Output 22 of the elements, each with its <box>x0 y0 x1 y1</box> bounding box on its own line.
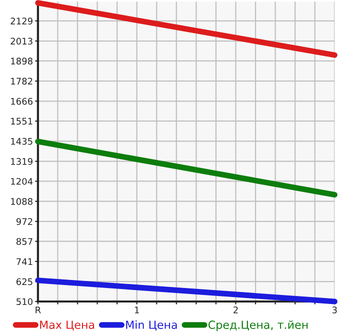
x-tick-label: R <box>36 306 41 314</box>
y-tick-label: 1551 <box>11 118 32 125</box>
legend-label: Max Цена <box>40 320 94 331</box>
y-tick-label: 510 <box>16 298 32 306</box>
y-tick-label: 2013 <box>10 38 32 45</box>
y-tick-label: 1666 <box>11 98 33 105</box>
x-tick-label: 2 <box>234 306 238 314</box>
x-tick-label: 1 <box>134 306 139 314</box>
y-tick-label: 1204 <box>11 178 33 185</box>
y-tick-label: 1435 <box>11 138 32 145</box>
x-tick-label: 3 <box>332 306 337 314</box>
y-tick-label: 1088 <box>11 198 32 205</box>
y-tick-label: 2129 <box>10 18 32 24</box>
y-tick-label: 625 <box>16 278 32 286</box>
y-tick-label: 1898 <box>11 58 32 65</box>
y-tick-label: 857 <box>16 238 32 245</box>
y-tick-label: 741 <box>16 258 32 265</box>
y-tick-label: 972 <box>16 218 32 225</box>
y-tick-label: 1319 <box>11 158 32 165</box>
legend-label: Min Цена <box>126 320 177 331</box>
legend-label: Сред.Цена, т.йен <box>208 320 308 332</box>
y-tick-label: 1782 <box>11 78 32 85</box>
